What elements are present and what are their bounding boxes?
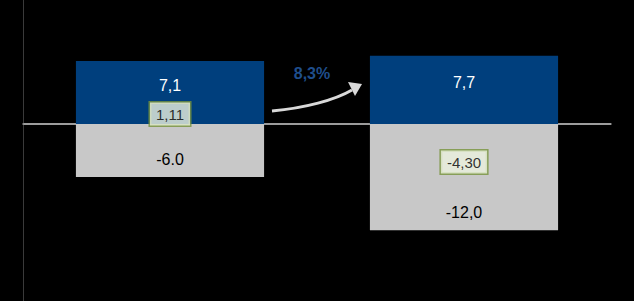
svg-text:-12,0: -12,0 (446, 204, 483, 221)
svg-text:-4,30: -4,30 (447, 154, 481, 171)
svg-text:1,11: 1,11 (156, 106, 184, 123)
svg-text:-6.0: -6.0 (156, 151, 184, 168)
svg-text:7,7: 7,7 (453, 74, 475, 91)
svg-text:7,1: 7,1 (159, 77, 181, 94)
svg-text:8,3%: 8,3% (294, 65, 330, 82)
